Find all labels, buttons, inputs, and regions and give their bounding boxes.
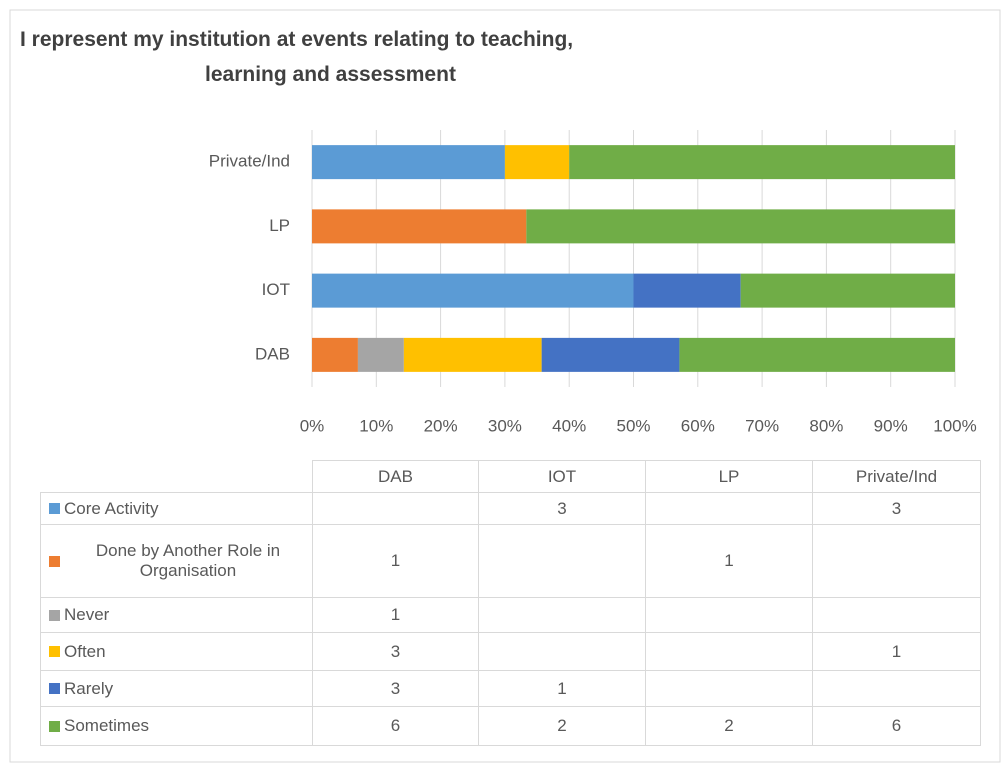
- table-cell: 2: [645, 706, 813, 746]
- y-tick-label: DAB: [255, 344, 290, 363]
- x-tick-label: 20%: [424, 416, 458, 435]
- y-tick-label: Private/Ind: [209, 152, 290, 171]
- table-cell: 3: [312, 670, 479, 707]
- legend-key: [49, 646, 60, 657]
- legend-entry: Core Activity: [40, 492, 313, 525]
- table-cell: 3: [812, 492, 981, 525]
- y-tick-label: IOT: [262, 280, 290, 299]
- legend-label: Sometimes: [64, 716, 150, 735]
- x-tick-label: 40%: [552, 416, 586, 435]
- x-tick-label: 10%: [359, 416, 393, 435]
- table-cell: 2: [478, 706, 646, 746]
- x-tick-label: 50%: [616, 416, 650, 435]
- table-cell: [645, 492, 813, 525]
- table-cell: [645, 670, 813, 707]
- table-cell: 1: [478, 670, 646, 707]
- bar-segment: [679, 337, 955, 372]
- table-cell: 3: [478, 492, 646, 525]
- legend-key: [49, 683, 60, 694]
- x-tick-label: 60%: [681, 416, 715, 435]
- bar-segment: [569, 145, 955, 180]
- table-cell: [812, 670, 981, 707]
- x-tick-label: 0%: [300, 416, 325, 435]
- table-header: Private/Ind: [812, 460, 981, 493]
- y-tick-label: LP: [269, 216, 290, 235]
- table-cell: 6: [312, 706, 479, 746]
- legend-label: Core Activity: [64, 498, 159, 518]
- legend-key: [49, 503, 60, 514]
- table-header: DAB: [312, 460, 479, 493]
- bar-segment: [312, 209, 527, 244]
- bar-segment: [740, 273, 955, 308]
- legend-label: Often: [64, 641, 106, 661]
- x-tick-label: 90%: [874, 416, 908, 435]
- bar-segment: [504, 145, 570, 180]
- x-tick-label: 30%: [488, 416, 522, 435]
- legend-label: Never: [64, 605, 110, 624]
- bar-segment: [312, 337, 358, 372]
- x-tick-label: 70%: [745, 416, 779, 435]
- x-tick-label: 100%: [933, 416, 976, 435]
- legend-entry: Rarely: [40, 670, 313, 707]
- table-cell: 1: [645, 524, 813, 598]
- table-cell: 6: [812, 706, 981, 746]
- table-cell: [812, 524, 981, 598]
- table-cell: [645, 632, 813, 671]
- table-cell: 1: [312, 597, 479, 633]
- legend-key: [49, 555, 60, 567]
- legend-key: [49, 609, 60, 621]
- legend-entry: Never: [40, 597, 313, 633]
- table-cell: 1: [812, 632, 981, 671]
- legend-entry: Often: [40, 632, 313, 671]
- table-cell: [478, 597, 646, 633]
- legend-entry: Sometimes: [40, 706, 313, 746]
- table-cell: 3: [312, 632, 479, 671]
- table-header: IOT: [478, 460, 646, 493]
- legend-key: [49, 720, 60, 732]
- chart-title: I represent my institution at events rel…: [20, 28, 573, 86]
- x-tick-label: 80%: [809, 416, 843, 435]
- table-cell: [812, 597, 981, 633]
- table-cell: [478, 632, 646, 671]
- bar-segment: [312, 145, 505, 180]
- table-cell: [645, 597, 813, 633]
- legend-entry: Done by Another Role in Organisation: [40, 524, 313, 598]
- table-cell: [312, 492, 479, 525]
- bar-segment: [403, 337, 542, 372]
- table-cell: 1: [312, 524, 479, 598]
- legend-label: Rarely: [64, 678, 114, 698]
- table-header: LP: [645, 460, 813, 493]
- bar-segment: [312, 273, 634, 308]
- bar-segment: [526, 209, 955, 244]
- bar-segment: [357, 337, 404, 372]
- bar-segment: [541, 337, 680, 372]
- table-cell: [478, 524, 646, 598]
- legend-label: Done by Another Role in Organisation: [95, 541, 281, 580]
- bar-segment: [633, 273, 741, 308]
